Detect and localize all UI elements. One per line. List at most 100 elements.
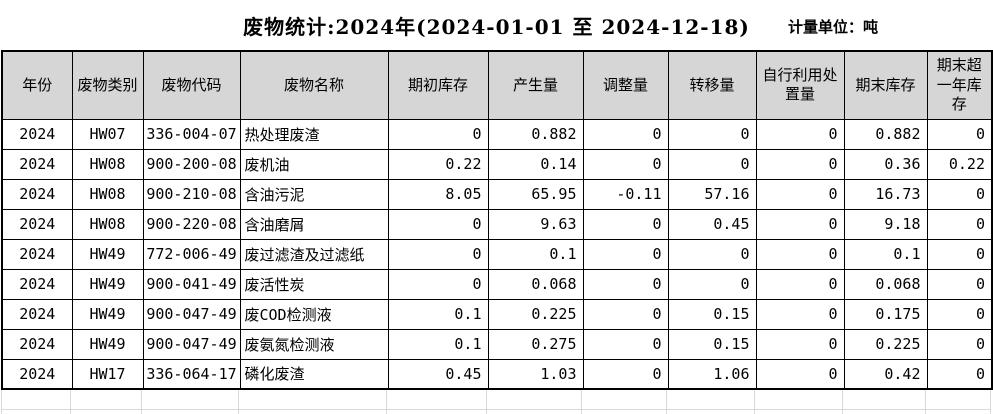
empty-grid-cell [239, 390, 387, 409]
table-row: 2024 HW08 900-210-08 含油污泥 8.05 65.95 -0.11 57.1… [1, 178, 993, 210]
cell-adjustment: 0 [582, 148, 669, 180]
cell-produced: 0.1 [487, 238, 584, 270]
cell-waste-code: 900-047-49 [142, 298, 241, 330]
cell-adjustment: 0 [582, 328, 669, 360]
empty-grid-cell [487, 390, 582, 409]
cell-ending-over-year: 0 [926, 238, 993, 270]
cell-waste-name: 废氨氮检测液 [239, 328, 389, 360]
table-row: 2024 HW49 900-047-49 废氨氮检测液 0.1 0.275 0 0.15 0 0.… [1, 328, 993, 360]
cell-opening-stock: 0.1 [387, 328, 489, 360]
empty-grid-cell [926, 390, 991, 409]
empty-grid-cell [387, 390, 487, 409]
cell-waste-category: HW49 [71, 328, 144, 360]
cell-transferred: 0 [667, 268, 757, 300]
cell-ending-over-year: 0 [926, 298, 993, 330]
cell-produced: 65.95 [487, 178, 584, 210]
col-header-produced: 产生量 [487, 50, 584, 120]
table-row: 2024 HW07 336-004-07 热处理废渣 0 0.882 0 0 0 0.882 0 [1, 118, 993, 150]
col-header-ending-stock: 期末库存 [843, 50, 928, 120]
cell-opening-stock: 0 [387, 118, 489, 150]
cell-waste-code: 900-210-08 [142, 178, 241, 210]
cell-self-disposal: 0 [755, 178, 845, 210]
cell-self-disposal: 0 [755, 358, 845, 390]
cell-ending-over-year: 0 [926, 268, 993, 300]
empty-grid-cell [387, 410, 487, 414]
cell-opening-stock: 0.45 [387, 358, 489, 390]
col-header-self-disposal: 自行利用处置量 [755, 50, 845, 120]
cell-transferred: 0.45 [667, 208, 757, 240]
empty-grid-cell [582, 410, 667, 414]
cell-ending-over-year: 0.22 [926, 148, 993, 180]
cell-ending-over-year: 0 [926, 178, 993, 210]
cell-self-disposal: 0 [755, 208, 845, 240]
empty-grid-cell [142, 390, 239, 409]
empty-grid-row [1, 410, 991, 414]
empty-grid-cell [755, 390, 843, 409]
cell-waste-category: HW08 [71, 178, 144, 210]
empty-grid-cell [755, 410, 843, 414]
cell-ending-stock: 0.1 [843, 238, 928, 270]
unit-label: 计量单位：吨 [788, 18, 879, 36]
page-title: 废物统计:2024年(2024-01-01 至 2024-12-18) [243, 15, 750, 39]
cell-waste-category: HW08 [71, 208, 144, 240]
waste-statistics-table: 年份 废物类别 废物代码 废物名称 期初库存 产生量 调整量 转移量 自行利用处… [1, 50, 993, 390]
cell-transferred: 0 [667, 118, 757, 150]
cell-opening-stock: 0.22 [387, 148, 489, 180]
cell-self-disposal: 0 [755, 238, 845, 270]
cell-waste-code: 900-041-49 [142, 268, 241, 300]
cell-ending-stock: 0.175 [843, 298, 928, 330]
empty-grid-cell [1, 390, 71, 409]
empty-grid-cell [667, 410, 755, 414]
cell-ending-over-year: 0 [926, 328, 993, 360]
empty-grid-cell [843, 410, 926, 414]
cell-adjustment: 0 [582, 118, 669, 150]
cell-waste-name: 废COD检测液 [239, 298, 389, 330]
empty-grid-cell [71, 390, 142, 409]
cell-waste-code: 336-004-07 [142, 118, 241, 150]
table-row: 2024 HW49 900-041-49 废活性炭 0 0.068 0 0 0 0.068 0 [1, 268, 993, 300]
cell-opening-stock: 0.1 [387, 298, 489, 330]
cell-ending-stock: 16.73 [843, 178, 928, 210]
cell-transferred: 57.16 [667, 178, 757, 210]
cell-transferred: 0.15 [667, 298, 757, 330]
cell-ending-stock: 9.18 [843, 208, 928, 240]
empty-grid-cell [926, 410, 991, 414]
empty-grid-row [1, 390, 991, 410]
cell-waste-code: 900-200-08 [142, 148, 241, 180]
cell-adjustment: 0 [582, 238, 669, 270]
cell-adjustment: 0 [582, 358, 669, 390]
empty-grid-cell [582, 390, 667, 409]
cell-waste-name: 磷化废渣 [239, 358, 389, 390]
header-row: 年份 废物类别 废物代码 废物名称 期初库存 产生量 调整量 转移量 自行利用处… [1, 50, 993, 120]
empty-grid-cell [487, 410, 582, 414]
cell-adjustment: 0 [582, 208, 669, 240]
cell-opening-stock: 0 [387, 238, 489, 270]
cell-transferred: 0.15 [667, 328, 757, 360]
cell-ending-stock: 0.36 [843, 148, 928, 180]
cell-year: 2024 [1, 298, 73, 330]
cell-waste-category: HW17 [71, 358, 144, 390]
cell-year: 2024 [1, 178, 73, 210]
empty-grid-cell [71, 410, 142, 414]
cell-produced: 0.882 [487, 118, 584, 150]
cell-waste-code: 900-047-49 [142, 328, 241, 360]
cell-year: 2024 [1, 358, 73, 390]
cell-waste-code: 772-006-49 [142, 238, 241, 270]
cell-year: 2024 [1, 118, 73, 150]
col-header-transferred: 转移量 [667, 50, 757, 120]
cell-ending-over-year: 0 [926, 358, 993, 390]
col-header-waste-code: 废物代码 [142, 50, 241, 120]
cell-ending-stock: 0.068 [843, 268, 928, 300]
cell-produced: 0.14 [487, 148, 584, 180]
col-header-waste-category: 废物类别 [71, 50, 144, 120]
cell-waste-name: 废过滤渣及过滤纸 [239, 238, 389, 270]
cell-self-disposal: 0 [755, 328, 845, 360]
cell-waste-code: 336-064-17 [142, 358, 241, 390]
cell-self-disposal: 0 [755, 268, 845, 300]
cell-waste-name: 热处理废渣 [239, 118, 389, 150]
cell-waste-category: HW08 [71, 148, 144, 180]
cell-year: 2024 [1, 208, 73, 240]
cell-produced: 0.068 [487, 268, 584, 300]
col-header-opening-stock: 期初库存 [387, 50, 489, 120]
